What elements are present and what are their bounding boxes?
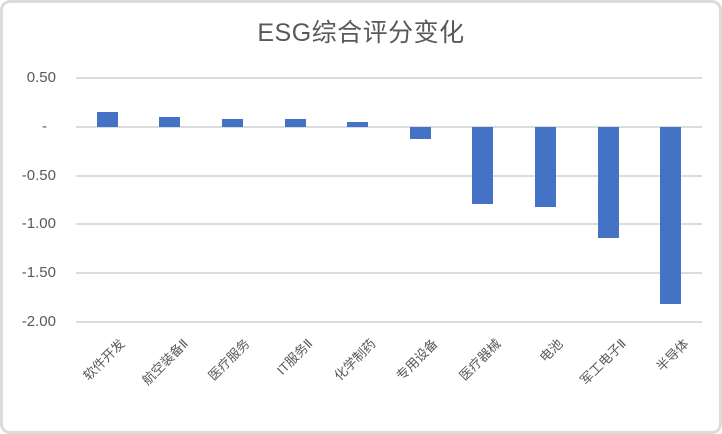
- y-axis-tick-label: -: [42, 117, 47, 135]
- gridline: [76, 223, 702, 226]
- bar: [159, 117, 181, 127]
- gridline: [76, 125, 702, 128]
- x-axis-category-label: 专用设备: [393, 336, 441, 384]
- bar: [409, 126, 431, 139]
- bar: [284, 118, 306, 127]
- y-axis-tick-label: -0.50: [21, 166, 56, 184]
- bar: [222, 118, 243, 127]
- x-axis-category-label: 航空装备Ⅱ: [138, 336, 191, 388]
- bar: [472, 126, 494, 204]
- x-axis-category-label: 医疗器械: [456, 336, 504, 384]
- y-axis-tick-label: -2.00: [21, 313, 56, 330]
- x-axis-category-label: IT服务Ⅱ: [274, 336, 316, 378]
- x-axis-category-label: 军工电子Ⅱ: [576, 336, 629, 388]
- y-axis-tick-label: 0.50: [26, 69, 56, 86]
- y-axis-tick-label: -1.50: [21, 264, 56, 282]
- gridline: [76, 272, 702, 275]
- bar: [96, 112, 118, 127]
- x-axis-category-label: 化学制药: [330, 336, 379, 384]
- bar: [597, 126, 619, 239]
- bar: [347, 121, 369, 127]
- x-axis-category-label: 医疗服务: [205, 336, 254, 384]
- gridline: [76, 321, 702, 323]
- gridline: [76, 174, 702, 177]
- x-axis-category-label: 电池: [537, 336, 567, 366]
- bar: [660, 126, 682, 305]
- bar: [535, 126, 556, 207]
- plot-area: 0.50 - -0.50 -1.00 -1.50 -2.00 软件开发 航空装备Ⅱ 医疗服务 IT…: [3, 3, 719, 431]
- y-axis-tick-label: -1.00: [21, 215, 56, 233]
- x-axis-category-label: 软件开发: [80, 336, 128, 384]
- gridline: [76, 77, 702, 79]
- chart-title: ESG综合评分变化: [257, 19, 465, 47]
- x-axis-category-label: 半导体: [653, 336, 692, 375]
